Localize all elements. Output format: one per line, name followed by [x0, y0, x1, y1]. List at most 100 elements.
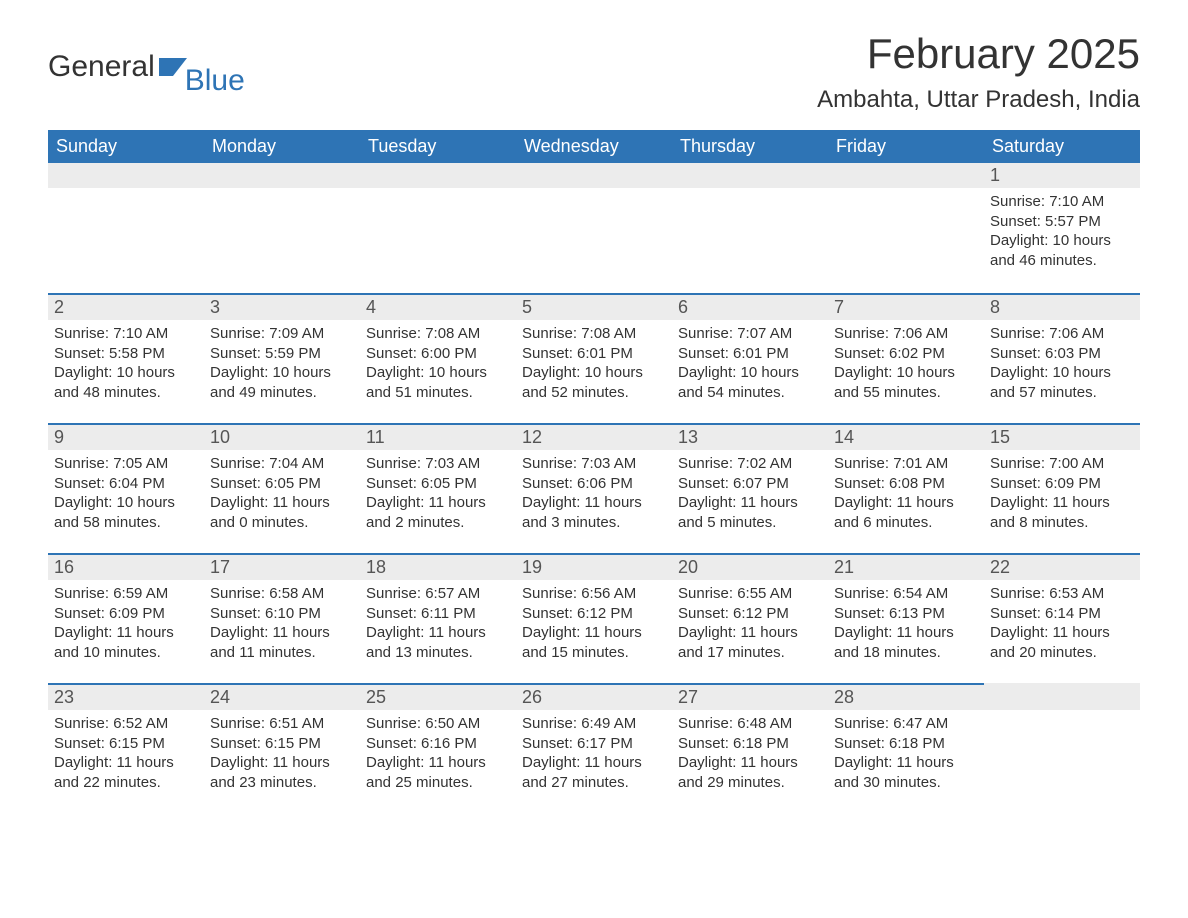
week-row: 23Sunrise: 6:52 AMSunset: 6:15 PMDayligh… [48, 683, 1140, 813]
day-cell: 26Sunrise: 6:49 AMSunset: 6:17 PMDayligh… [516, 683, 672, 813]
day-cell: 14Sunrise: 7:01 AMSunset: 6:08 PMDayligh… [828, 423, 984, 553]
sunrise-line: Sunrise: 6:50 AM [366, 714, 510, 734]
day-number [828, 163, 984, 188]
sunset-line: Sunset: 6:18 PM [834, 734, 978, 754]
day-cell: 19Sunrise: 6:56 AMSunset: 6:12 PMDayligh… [516, 553, 672, 683]
day-cell: 11Sunrise: 7:03 AMSunset: 6:05 PMDayligh… [360, 423, 516, 553]
day1-line: Daylight: 11 hours [990, 493, 1134, 513]
day-cell: 24Sunrise: 6:51 AMSunset: 6:15 PMDayligh… [204, 683, 360, 813]
day1-line: Daylight: 10 hours [834, 363, 978, 383]
day-cell: 23Sunrise: 6:52 AMSunset: 6:15 PMDayligh… [48, 683, 204, 813]
day-body: Sunrise: 6:59 AMSunset: 6:09 PMDaylight:… [48, 580, 204, 674]
day-number: 1 [984, 163, 1140, 188]
day-number: 9 [48, 423, 204, 450]
day-body: Sunrise: 6:57 AMSunset: 6:11 PMDaylight:… [360, 580, 516, 674]
sunrise-line: Sunrise: 7:10 AM [54, 324, 198, 344]
day2-line: and 18 minutes. [834, 643, 978, 663]
day-body: Sunrise: 7:08 AMSunset: 6:00 PMDaylight:… [360, 320, 516, 414]
day-number: 8 [984, 293, 1140, 320]
day-body: Sunrise: 7:10 AMSunset: 5:57 PMDaylight:… [984, 188, 1140, 282]
day2-line: and 23 minutes. [210, 773, 354, 793]
sunrise-line: Sunrise: 6:51 AM [210, 714, 354, 734]
weekday-header: Saturday [984, 130, 1140, 163]
sunset-line: Sunset: 6:12 PM [522, 604, 666, 624]
day-cell [204, 163, 360, 293]
day1-line: Daylight: 11 hours [990, 623, 1134, 643]
weekday-header: Friday [828, 130, 984, 163]
day-cell: 28Sunrise: 6:47 AMSunset: 6:18 PMDayligh… [828, 683, 984, 813]
day-cell: 8Sunrise: 7:06 AMSunset: 6:03 PMDaylight… [984, 293, 1140, 423]
sunset-line: Sunset: 6:15 PM [210, 734, 354, 754]
day-body: Sunrise: 7:07 AMSunset: 6:01 PMDaylight:… [672, 320, 828, 414]
day-number: 6 [672, 293, 828, 320]
day-cell: 7Sunrise: 7:06 AMSunset: 6:02 PMDaylight… [828, 293, 984, 423]
day-body: Sunrise: 7:04 AMSunset: 6:05 PMDaylight:… [204, 450, 360, 544]
sunset-line: Sunset: 6:00 PM [366, 344, 510, 364]
day-cell: 21Sunrise: 6:54 AMSunset: 6:13 PMDayligh… [828, 553, 984, 683]
title-block: February 2025 Ambahta, Uttar Pradesh, In… [817, 30, 1140, 124]
sunrise-line: Sunrise: 7:10 AM [990, 192, 1134, 212]
day-body: Sunrise: 7:08 AMSunset: 6:01 PMDaylight:… [516, 320, 672, 414]
day-cell: 13Sunrise: 7:02 AMSunset: 6:07 PMDayligh… [672, 423, 828, 553]
day-cell: 17Sunrise: 6:58 AMSunset: 6:10 PMDayligh… [204, 553, 360, 683]
day-cell: 12Sunrise: 7:03 AMSunset: 6:06 PMDayligh… [516, 423, 672, 553]
day-cell [516, 163, 672, 293]
day1-line: Daylight: 11 hours [522, 753, 666, 773]
sunset-line: Sunset: 6:02 PM [834, 344, 978, 364]
sunrise-line: Sunrise: 6:52 AM [54, 714, 198, 734]
sunset-line: Sunset: 5:57 PM [990, 212, 1134, 232]
day1-line: Daylight: 11 hours [366, 493, 510, 513]
day-body: Sunrise: 6:48 AMSunset: 6:18 PMDaylight:… [672, 710, 828, 804]
day-body: Sunrise: 7:03 AMSunset: 6:06 PMDaylight:… [516, 450, 672, 544]
day2-line: and 49 minutes. [210, 383, 354, 403]
sunrise-line: Sunrise: 6:53 AM [990, 584, 1134, 604]
sunrise-line: Sunrise: 7:08 AM [522, 324, 666, 344]
day2-line: and 15 minutes. [522, 643, 666, 663]
day-body: Sunrise: 6:52 AMSunset: 6:15 PMDaylight:… [48, 710, 204, 804]
day2-line: and 54 minutes. [678, 383, 822, 403]
day2-line: and 55 minutes. [834, 383, 978, 403]
day-body: Sunrise: 6:51 AMSunset: 6:15 PMDaylight:… [204, 710, 360, 804]
day-number [360, 163, 516, 188]
day1-line: Daylight: 11 hours [54, 623, 198, 643]
week-row: 9Sunrise: 7:05 AMSunset: 6:04 PMDaylight… [48, 423, 1140, 553]
weekday-header: Monday [204, 130, 360, 163]
week-row: 1Sunrise: 7:10 AMSunset: 5:57 PMDaylight… [48, 163, 1140, 293]
day2-line: and 51 minutes. [366, 383, 510, 403]
weekday-header: Thursday [672, 130, 828, 163]
day-cell: 16Sunrise: 6:59 AMSunset: 6:09 PMDayligh… [48, 553, 204, 683]
day-number: 3 [204, 293, 360, 320]
day-body: Sunrise: 6:58 AMSunset: 6:10 PMDaylight:… [204, 580, 360, 674]
sunset-line: Sunset: 6:13 PM [834, 604, 978, 624]
day-number [672, 163, 828, 188]
sunset-line: Sunset: 6:06 PM [522, 474, 666, 494]
sunset-line: Sunset: 6:05 PM [210, 474, 354, 494]
sunset-line: Sunset: 6:09 PM [54, 604, 198, 624]
sunset-line: Sunset: 6:05 PM [366, 474, 510, 494]
sunset-line: Sunset: 6:01 PM [522, 344, 666, 364]
header: General Blue February 2025 Ambahta, Utta… [48, 30, 1140, 124]
sunrise-line: Sunrise: 6:49 AM [522, 714, 666, 734]
day1-line: Daylight: 11 hours [834, 753, 978, 773]
day-cell: 20Sunrise: 6:55 AMSunset: 6:12 PMDayligh… [672, 553, 828, 683]
day1-line: Daylight: 10 hours [366, 363, 510, 383]
day-body: Sunrise: 7:05 AMSunset: 6:04 PMDaylight:… [48, 450, 204, 544]
day1-line: Daylight: 11 hours [210, 753, 354, 773]
day-number: 4 [360, 293, 516, 320]
day-number: 27 [672, 683, 828, 710]
weekday-header: Sunday [48, 130, 204, 163]
day-body: Sunrise: 7:09 AMSunset: 5:59 PMDaylight:… [204, 320, 360, 414]
sunrise-line: Sunrise: 6:59 AM [54, 584, 198, 604]
day1-line: Daylight: 10 hours [522, 363, 666, 383]
sunset-line: Sunset: 6:08 PM [834, 474, 978, 494]
day-cell: 1Sunrise: 7:10 AMSunset: 5:57 PMDaylight… [984, 163, 1140, 293]
day-number: 12 [516, 423, 672, 450]
day2-line: and 8 minutes. [990, 513, 1134, 533]
day-body: Sunrise: 6:55 AMSunset: 6:12 PMDaylight:… [672, 580, 828, 674]
day-cell: 6Sunrise: 7:07 AMSunset: 6:01 PMDaylight… [672, 293, 828, 423]
sunrise-line: Sunrise: 6:58 AM [210, 584, 354, 604]
day-number: 5 [516, 293, 672, 320]
day-body: Sunrise: 6:49 AMSunset: 6:17 PMDaylight:… [516, 710, 672, 804]
day2-line: and 27 minutes. [522, 773, 666, 793]
day-cell: 10Sunrise: 7:04 AMSunset: 6:05 PMDayligh… [204, 423, 360, 553]
